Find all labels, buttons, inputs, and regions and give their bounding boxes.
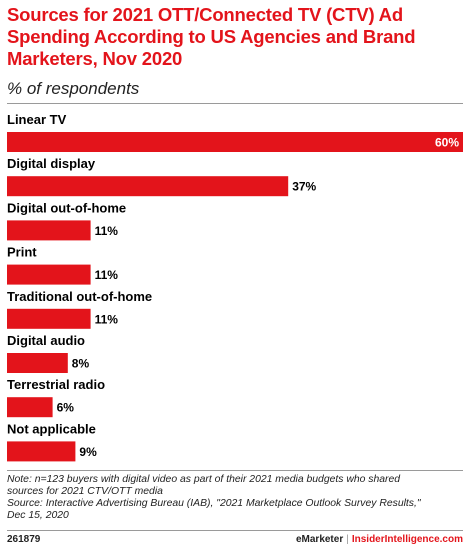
- brand-insider-intelligence: InsiderIntelligence.com: [351, 534, 463, 545]
- bar: [7, 397, 53, 418]
- top-divider: [7, 103, 463, 104]
- category-label: Print: [7, 245, 37, 260]
- brand-footer: eMarketer | InsiderIntelligence.com: [296, 534, 463, 545]
- bar: [7, 176, 289, 197]
- category-label: Digital display: [7, 156, 96, 171]
- category-label: Digital out-of-home: [7, 200, 126, 215]
- source-line-2: Dec 15, 2020: [7, 510, 69, 521]
- chart-notes: Note: n=123 buyers with digital video as…: [7, 474, 467, 522]
- category-label: Digital audio: [7, 333, 85, 348]
- category-label: Terrestrial radio: [7, 377, 105, 392]
- value-label: 9%: [79, 445, 97, 459]
- value-label: 11%: [95, 268, 119, 282]
- brand-separator: |: [346, 534, 349, 545]
- bar: [7, 264, 91, 285]
- bar: [7, 353, 68, 373]
- chart-subtitle: % of respondents: [7, 79, 140, 98]
- value-label: 6%: [57, 401, 75, 415]
- brand-emarketer: eMarketer: [295, 534, 344, 545]
- chart-title: Sources for 2021 OTT/Connected TV (CTV) …: [7, 4, 416, 69]
- bar-chart: Linear TV 60% Digital display 37% Digital ou…: [7, 112, 463, 462]
- footer-divider: [7, 530, 463, 531]
- value-label: 37%: [292, 180, 316, 194]
- category-label: Not applicable: [7, 421, 96, 436]
- notes-divider: [7, 470, 463, 471]
- bar: [7, 220, 91, 241]
- bar: [7, 441, 76, 462]
- category-label: Traditional out-of-home: [7, 289, 152, 304]
- bar: [7, 308, 91, 329]
- note-line-2: sources for 2021 CTV/OTT media: [7, 486, 163, 497]
- value-label: 60%: [435, 136, 459, 150]
- note-line-1: Note: n=123 buyers with digital video as…: [7, 474, 401, 485]
- value-label: 11%: [95, 312, 119, 326]
- category-label: Linear TV: [7, 112, 67, 127]
- chart-id: 261879: [7, 534, 41, 545]
- value-label: 8%: [72, 357, 90, 371]
- value-label: 11%: [95, 224, 119, 238]
- source-line-1: Source: Interactive Advertising Bureau (…: [7, 498, 421, 509]
- bar: [7, 132, 463, 152]
